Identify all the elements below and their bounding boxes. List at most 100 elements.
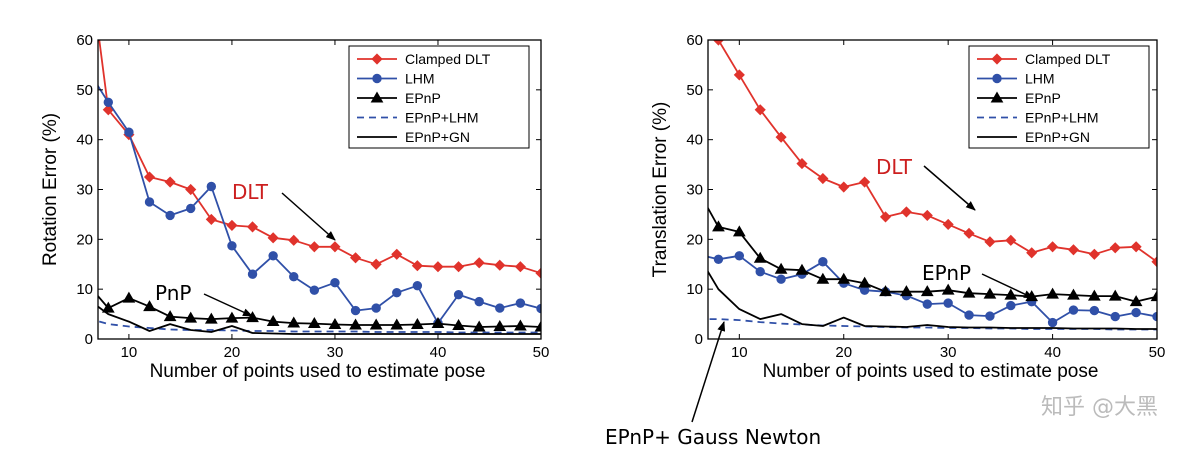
data-point-epnp: [266, 315, 280, 327]
data-point-epnp: [1004, 288, 1018, 300]
data-point-lhm: [1006, 300, 1016, 311]
data-point-epnp: [837, 272, 851, 284]
data-point-clamped-dlt: [1047, 241, 1059, 253]
series-line-epnp-gn: [98, 305, 541, 335]
data-point-epnp: [225, 311, 239, 323]
data-point-clamped-dlt: [859, 176, 871, 188]
data-point-clamped-dlt: [432, 261, 444, 273]
data-point-clamped-dlt: [1088, 248, 1100, 260]
data-point-clamped-dlt: [754, 104, 766, 116]
x-axis-label: Number of points used to estimate pose: [150, 361, 486, 382]
data-point-epnp: [1150, 290, 1157, 302]
data-point-epnp: [349, 318, 362, 330]
data-point-lhm: [186, 203, 196, 214]
legend-label-epnp-lhm: EPnP+LHM: [405, 110, 479, 126]
data-point-lhm: [412, 280, 423, 291]
legend-marker-clamped-dlt: [371, 53, 383, 65]
data-point-lhm: [144, 197, 155, 207]
y-tick-label: 30: [686, 182, 703, 199]
data-point-lhm: [474, 296, 484, 307]
series-epnp-gn: [708, 269, 1157, 330]
legend-marker-lhm: [372, 73, 382, 84]
data-point-clamped-dlt: [473, 257, 485, 269]
series-epnp-lhm: [708, 318, 1157, 331]
data-point-lhm: [247, 269, 258, 279]
data-point-clamped-dlt: [453, 261, 465, 273]
data-point-epnp: [879, 285, 892, 297]
data-point-clamped-dlt: [775, 131, 787, 143]
data-point-epnp: [246, 311, 259, 323]
data-point-clamped-dlt: [329, 241, 341, 253]
data-point-epnp: [163, 310, 177, 322]
x-tick-label: 40: [1044, 344, 1061, 361]
data-point-clamped-dlt: [370, 258, 382, 270]
series-clamped-dlt: [712, 40, 1157, 268]
data-point-clamped-dlt: [942, 218, 954, 230]
series-line-epnp-lhm: [708, 318, 1157, 331]
data-point-clamped-dlt: [226, 219, 238, 231]
data-point-epnp: [122, 291, 136, 303]
annotation-epnp-gauss-newton-arrow: [691, 321, 726, 423]
data-point-clamped-dlt: [1109, 242, 1121, 254]
y-tick-label: 20: [76, 231, 93, 248]
data-point-clamped-dlt: [391, 248, 403, 260]
data-point-epnp: [431, 317, 445, 329]
data-point-epnp: [941, 283, 955, 295]
rotation-error-chart: 10 20 30 40 50 0 10 20 30 40 50 60 Number of points …: [40, 32, 549, 382]
annotation-dlt-right-arrow: [923, 165, 976, 211]
data-point-clamped-dlt: [1067, 244, 1080, 256]
data-point-lhm: [1131, 307, 1141, 318]
y-tick-label: 30: [76, 182, 93, 199]
data-point-lhm: [1152, 311, 1157, 322]
data-point-clamped-dlt: [246, 221, 259, 233]
annotation-epnp-gauss-newton: EPnP+ Gauss Newton: [605, 425, 821, 449]
data-point-epnp: [1087, 289, 1101, 301]
annotation-dlt-left: DLT: [232, 180, 269, 204]
x-tick-label: 10: [121, 344, 138, 361]
data-point-clamped-dlt: [838, 181, 850, 193]
data-point-clamped-dlt: [164, 176, 176, 188]
series-epnp-gn: [98, 305, 541, 335]
legend-marker-epnp: [990, 91, 1004, 103]
data-point-epnp: [732, 225, 746, 237]
legend-label-clamped-dlt: Clamped DLT: [405, 51, 491, 67]
y-tick-label: 0: [85, 331, 93, 348]
data-point-lhm: [713, 254, 724, 264]
data-point-lhm: [309, 285, 320, 295]
data-point-epnp: [534, 320, 541, 332]
data-point-epnp: [712, 220, 725, 232]
data-point-epnp: [143, 300, 156, 312]
translation-error-chart: 10 20 30 40 50 0 10 20 30 40 50 60 Number of points …: [650, 32, 1165, 382]
data-point-lhm: [268, 251, 278, 261]
data-point-epnp: [411, 318, 424, 330]
x-tick-label: 30: [327, 344, 344, 361]
y-tick-label: 10: [686, 281, 703, 298]
data-point-lhm: [734, 251, 745, 261]
data-point-lhm: [985, 311, 995, 321]
data-point-clamped-dlt: [349, 252, 362, 264]
legend-label-clamped-dlt: Clamped DLT: [1025, 51, 1111, 67]
data-point-lhm: [124, 127, 134, 137]
data-point-lhm: [350, 305, 361, 316]
data-point-epnp: [795, 263, 809, 275]
x-tick-label: 20: [224, 344, 241, 361]
legend-label-epnp-gn: EPnP+GN: [1025, 129, 1090, 145]
data-point-epnp: [1129, 295, 1143, 307]
data-point-clamped-dlt: [205, 213, 217, 225]
series-clamped-dlt: [98, 40, 541, 279]
data-point-clamped-dlt: [817, 172, 829, 185]
data-point-lhm: [330, 277, 340, 288]
series-epnp-lhm: [98, 320, 541, 334]
annotation-epnp-arrow: [981, 273, 1034, 299]
data-point-clamped-dlt: [733, 69, 745, 81]
data-point-clamped-dlt: [267, 232, 279, 244]
x-tick-label: 30: [940, 344, 957, 361]
legend-label-epnp-lhm: EPnP+LHM: [1025, 110, 1099, 126]
data-point-epnp: [753, 251, 767, 263]
data-point-epnp: [101, 301, 115, 313]
y-axis-label: Rotation Error (%): [40, 113, 61, 266]
data-point-lhm: [453, 289, 464, 300]
data-point-clamped-dlt: [796, 158, 808, 170]
series-line-epnp-gn: [708, 269, 1157, 330]
data-point-lhm: [392, 287, 402, 298]
